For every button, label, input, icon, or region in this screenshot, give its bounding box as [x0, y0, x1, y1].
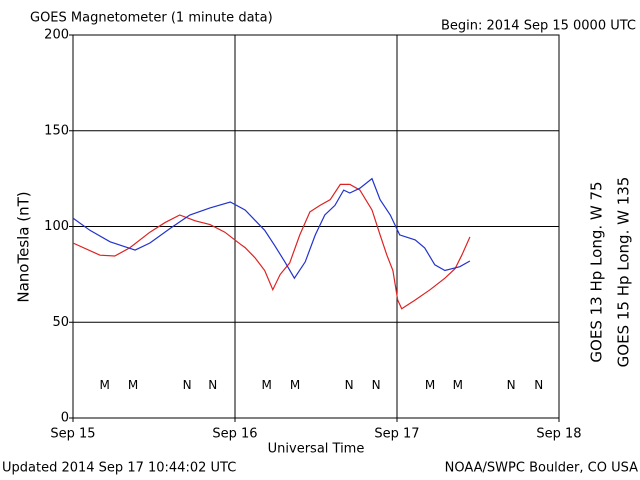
y-axis-label: NanoTesla (nT) — [15, 191, 33, 302]
x-tick-label: Sep 17 — [374, 427, 419, 442]
noon-midnight-marker: N — [372, 378, 381, 392]
x-tick-label: Sep 16 — [212, 427, 257, 442]
y-tick-label: 0 — [61, 411, 69, 426]
y-tick-label: 50 — [52, 315, 69, 330]
noon-midnight-marker: M — [290, 378, 300, 392]
footer-left: Updated 2014 Sep 17 10:44:02 UTC — [2, 461, 236, 476]
noon-midnight-marker: M — [100, 378, 110, 392]
x-tick-label: Sep 15 — [50, 427, 95, 442]
y-tick-label: 100 — [44, 219, 69, 234]
noon-midnight-marker: N — [345, 378, 354, 392]
noon-midnight-marker: N — [534, 378, 543, 392]
plot-frame — [72, 34, 560, 419]
x-axis-label: Universal Time — [268, 442, 365, 457]
footer-right: NOAA/SWPC Boulder, CO USA — [445, 461, 638, 476]
legend-entry: GOES 13 Hp Long. W 75 — [588, 181, 606, 362]
noon-midnight-marker: M — [262, 378, 272, 392]
noon-midnight-marker: M — [128, 378, 138, 392]
noon-midnight-marker: N — [183, 378, 192, 392]
noon-midnight-marker: N — [208, 378, 217, 392]
y-tick-label: 200 — [44, 28, 69, 43]
legend-entry: GOES 15 Hp Long. W 135 — [615, 177, 633, 368]
noon-midnight-marker: N — [507, 378, 516, 392]
y-tick-label: 150 — [44, 123, 69, 138]
noon-midnight-marker: M — [453, 378, 463, 392]
noon-midnight-marker: M — [425, 378, 435, 392]
chart-title: GOES Magnetometer (1 minute data) — [30, 11, 273, 26]
series-line — [72, 183, 471, 310]
x-tick-label: Sep 18 — [536, 427, 581, 442]
series-line — [72, 177, 471, 280]
begin-label: Begin: 2014 Sep 15 0000 UTC — [441, 19, 636, 34]
